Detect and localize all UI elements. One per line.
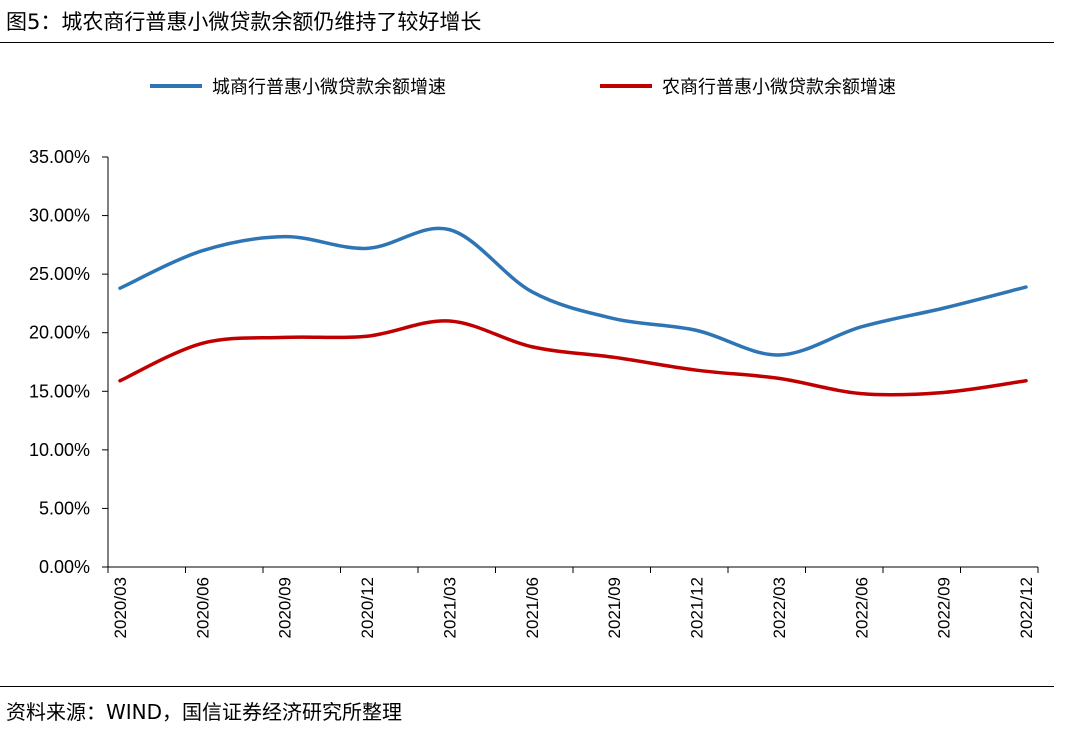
y-tick-label: 5.00% [39,498,90,518]
x-tick-label: 2020/03 [111,577,130,638]
x-tick-label: 2021/09 [605,577,624,638]
source-note: 资料来源：WIND，国信证券经济研究所整理 [6,700,403,724]
y-tick-label: 35.00% [29,147,90,167]
x-tick-label: 2022/09 [935,577,954,638]
x-tick-label: 2021/03 [440,577,459,638]
x-tick-label: 2020/09 [276,577,295,638]
y-tick-label: 30.00% [29,206,90,226]
x-tick-label: 2022/12 [1017,577,1036,638]
top-divider [0,42,1054,43]
x-tick-label: 2020/06 [193,577,212,638]
x-tick-label: 2021/12 [688,577,707,638]
legend-label-1: 城商行普惠小微贷款余额增速 [212,77,446,98]
x-tick-label: 2022/03 [770,577,789,638]
y-axis-tick-labels: 0.00% 5.00% 10.00% 15.00% 20.00% 25.00% 30.00%… [29,147,90,577]
chart-legend: 城商行普惠小微贷款余额增速 农商行普惠小微贷款余额增速 [150,77,896,98]
figure-title: 图5：城农商行普惠小微贷款余额仍维持了较好增长 [6,10,482,34]
x-tick-label: 2022/06 [852,577,871,638]
legend-label-2: 农商行普惠小微贷款余额增速 [662,77,896,98]
x-axis-tick-labels: 2020/03 2020/06 2020/09 2020/12 2021/03 2021/… [111,577,1036,638]
y-tick-label: 0.00% [39,557,90,577]
line-chart: 城商行普惠小微贷款余额增速 农商行普惠小微贷款余额增速 0.00% 5.00% 10.… [29,77,1039,638]
series-line-1 [118,226,1028,357]
bottom-divider [0,686,1054,687]
y-tick-label: 20.00% [29,323,90,343]
y-tick-label: 25.00% [29,264,90,284]
series-line-2 [118,319,1028,397]
x-tick-label: 2020/12 [358,577,377,638]
chart-series-lines [118,226,1028,397]
x-tick-label: 2021/06 [523,577,542,638]
y-tick-label: 15.00% [29,381,90,401]
chart-axes [102,156,1039,573]
y-tick-label: 10.00% [29,440,90,460]
